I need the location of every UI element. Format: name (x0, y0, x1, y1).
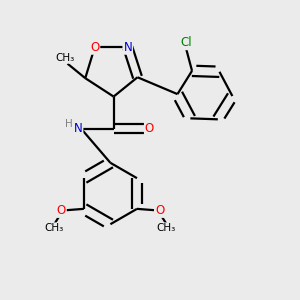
Text: O: O (145, 122, 154, 135)
Text: Cl: Cl (180, 36, 192, 49)
Text: N: N (74, 122, 82, 135)
Text: CH₃: CH₃ (55, 53, 74, 63)
Text: CH₃: CH₃ (157, 223, 176, 233)
Text: O: O (57, 204, 66, 217)
Text: O: O (90, 41, 99, 54)
Text: N: N (123, 41, 132, 54)
Text: O: O (155, 204, 164, 217)
Text: CH₃: CH₃ (45, 223, 64, 233)
Text: H: H (65, 119, 73, 129)
